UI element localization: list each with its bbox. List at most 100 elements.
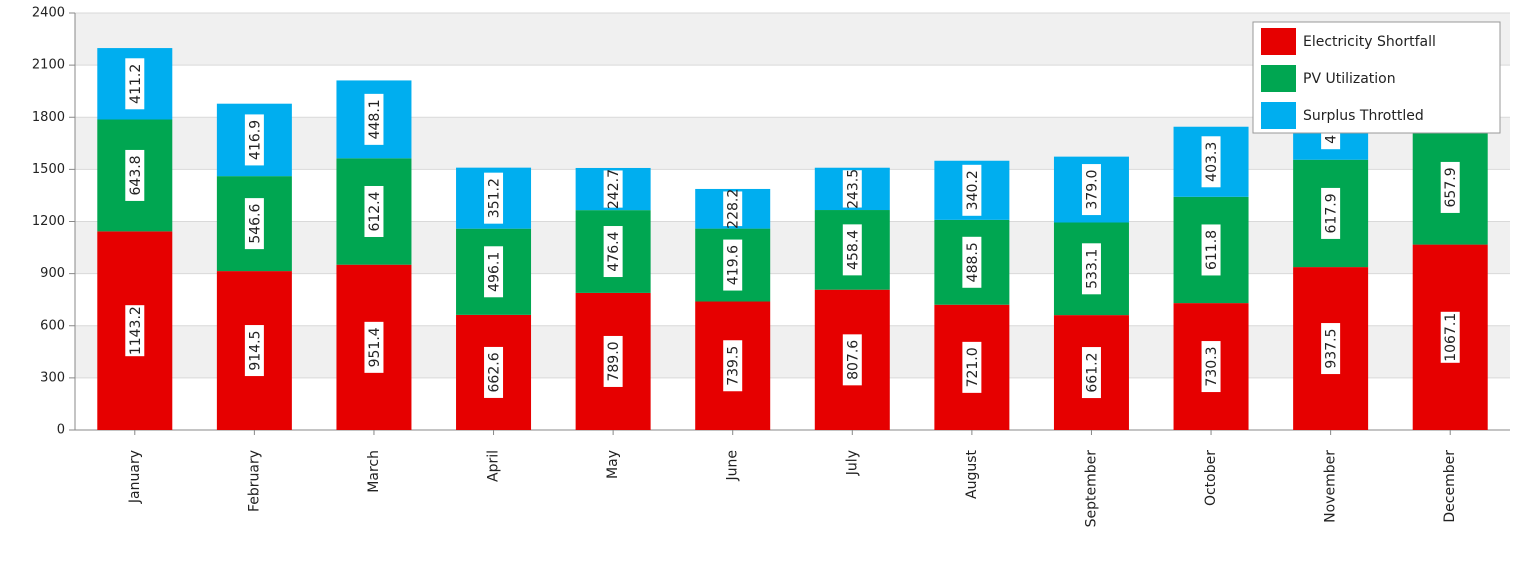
data-label-text: 657.9 xyxy=(1443,167,1459,207)
data-label-box xyxy=(961,163,983,217)
data-label: 242.7 xyxy=(602,169,624,209)
data-label: 721.0 xyxy=(961,340,983,394)
data-label: 243.5 xyxy=(841,169,863,209)
x-tick-label: June xyxy=(725,450,741,482)
data-label: 416.9 xyxy=(243,113,265,167)
y-tick-label: 1200 xyxy=(32,214,65,229)
data-label-box xyxy=(243,197,265,251)
data-label-box xyxy=(363,320,385,374)
data-label-box xyxy=(1200,135,1222,189)
x-tick-label: February xyxy=(246,450,262,512)
legend-label: Surplus Throttled xyxy=(1303,108,1424,124)
data-label-text: 419.6 xyxy=(726,245,742,285)
data-label-text: 416.9 xyxy=(247,120,263,160)
data-label-box xyxy=(1439,160,1461,214)
data-label-text: 228.2 xyxy=(726,189,742,229)
data-label-text: 1067.1 xyxy=(1443,313,1459,362)
data-label-text: 403.3 xyxy=(1204,142,1220,182)
y-tick-label: 0 xyxy=(57,423,65,438)
x-tick-label: December xyxy=(1442,450,1458,523)
data-label-box xyxy=(1320,186,1342,240)
data-label-box xyxy=(483,345,505,399)
data-label-box xyxy=(602,334,624,388)
data-label-box xyxy=(602,169,624,209)
data-label: 730.3 xyxy=(1200,340,1222,394)
data-label: 914.5 xyxy=(243,324,265,378)
data-label-box xyxy=(1200,340,1222,394)
data-label-text: 340.2 xyxy=(965,170,981,210)
data-label: 340.2 xyxy=(961,163,983,217)
data-label-text: 243.5 xyxy=(845,169,861,209)
data-label: 662.6 xyxy=(483,345,505,399)
data-label: 419.6 xyxy=(722,238,744,292)
x-tick-label: August xyxy=(964,449,980,499)
data-label-box xyxy=(483,171,505,225)
legend-swatch xyxy=(1261,102,1296,129)
data-label: 657.9 xyxy=(1439,160,1461,214)
data-label: 458.4 xyxy=(841,223,863,277)
data-label-text: 488.5 xyxy=(965,242,981,282)
legend-swatch xyxy=(1261,28,1296,55)
grid-stripe xyxy=(75,221,1510,274)
data-label-box xyxy=(1439,310,1461,364)
data-label-box xyxy=(1080,163,1102,217)
data-label-box xyxy=(124,304,146,358)
data-label-text: 411.2 xyxy=(128,64,144,104)
x-tick-label: October xyxy=(1203,450,1219,506)
data-label-text: 807.6 xyxy=(845,340,861,380)
data-label-box xyxy=(1200,223,1222,277)
data-label: 643.8 xyxy=(124,148,146,202)
data-label-box xyxy=(1320,322,1342,376)
x-tick-label: May xyxy=(605,450,621,479)
data-label-text: 617.9 xyxy=(1324,193,1340,233)
data-label-text: 379.0 xyxy=(1084,170,1100,210)
data-label-box xyxy=(363,184,385,238)
data-label-text: 661.2 xyxy=(1084,353,1100,393)
data-label: 807.6 xyxy=(841,333,863,387)
data-label: 739.5 xyxy=(722,339,744,393)
data-label-text: 611.8 xyxy=(1204,230,1220,270)
grid-stripe xyxy=(75,325,1510,378)
data-label: 1143.2 xyxy=(124,304,146,358)
data-label: 533.1 xyxy=(1080,242,1102,296)
data-label-text: 951.4 xyxy=(367,327,383,367)
data-label-text: 721.0 xyxy=(965,347,981,387)
x-tick-label: April xyxy=(486,450,502,482)
data-label: 1067.1 xyxy=(1439,310,1461,364)
data-label: 789.0 xyxy=(602,334,624,388)
data-label-box xyxy=(841,223,863,277)
data-label-text: 351.2 xyxy=(487,178,503,218)
data-label: 351.2 xyxy=(483,171,505,225)
data-label-text: 937.5 xyxy=(1324,329,1340,369)
x-tick-label: September xyxy=(1083,450,1099,528)
data-label-text: 458.4 xyxy=(845,230,861,270)
y-tick-label: 600 xyxy=(40,318,65,333)
data-label-box xyxy=(961,235,983,289)
data-label: 411.2 xyxy=(124,57,146,111)
data-label: 488.5 xyxy=(961,235,983,289)
x-tick-label: March xyxy=(366,450,382,493)
data-label-box xyxy=(1080,346,1102,400)
data-label: 611.8 xyxy=(1200,223,1222,277)
data-label-text: 612.4 xyxy=(367,191,383,231)
y-tick-label: 1500 xyxy=(32,162,65,177)
data-label-text: 242.7 xyxy=(606,169,622,209)
data-label-box xyxy=(363,92,385,146)
data-label: 937.5 xyxy=(1320,322,1342,376)
data-label-box xyxy=(124,57,146,111)
y-tick-label: 300 xyxy=(40,370,65,385)
data-label: 403.3 xyxy=(1200,135,1222,189)
data-label: 476.4 xyxy=(602,225,624,279)
data-label: 379.0 xyxy=(1080,163,1102,217)
data-label: 612.4 xyxy=(363,184,385,238)
data-label-box xyxy=(483,245,505,299)
legend-swatch xyxy=(1261,65,1296,92)
data-label: 228.2 xyxy=(722,189,744,229)
y-tick-label: 2400 xyxy=(32,6,65,21)
data-label-box xyxy=(1080,242,1102,296)
data-label: 448.1 xyxy=(363,92,385,146)
data-label-box xyxy=(841,169,863,209)
x-tick-label: January xyxy=(127,450,143,504)
data-label-box xyxy=(722,190,744,228)
